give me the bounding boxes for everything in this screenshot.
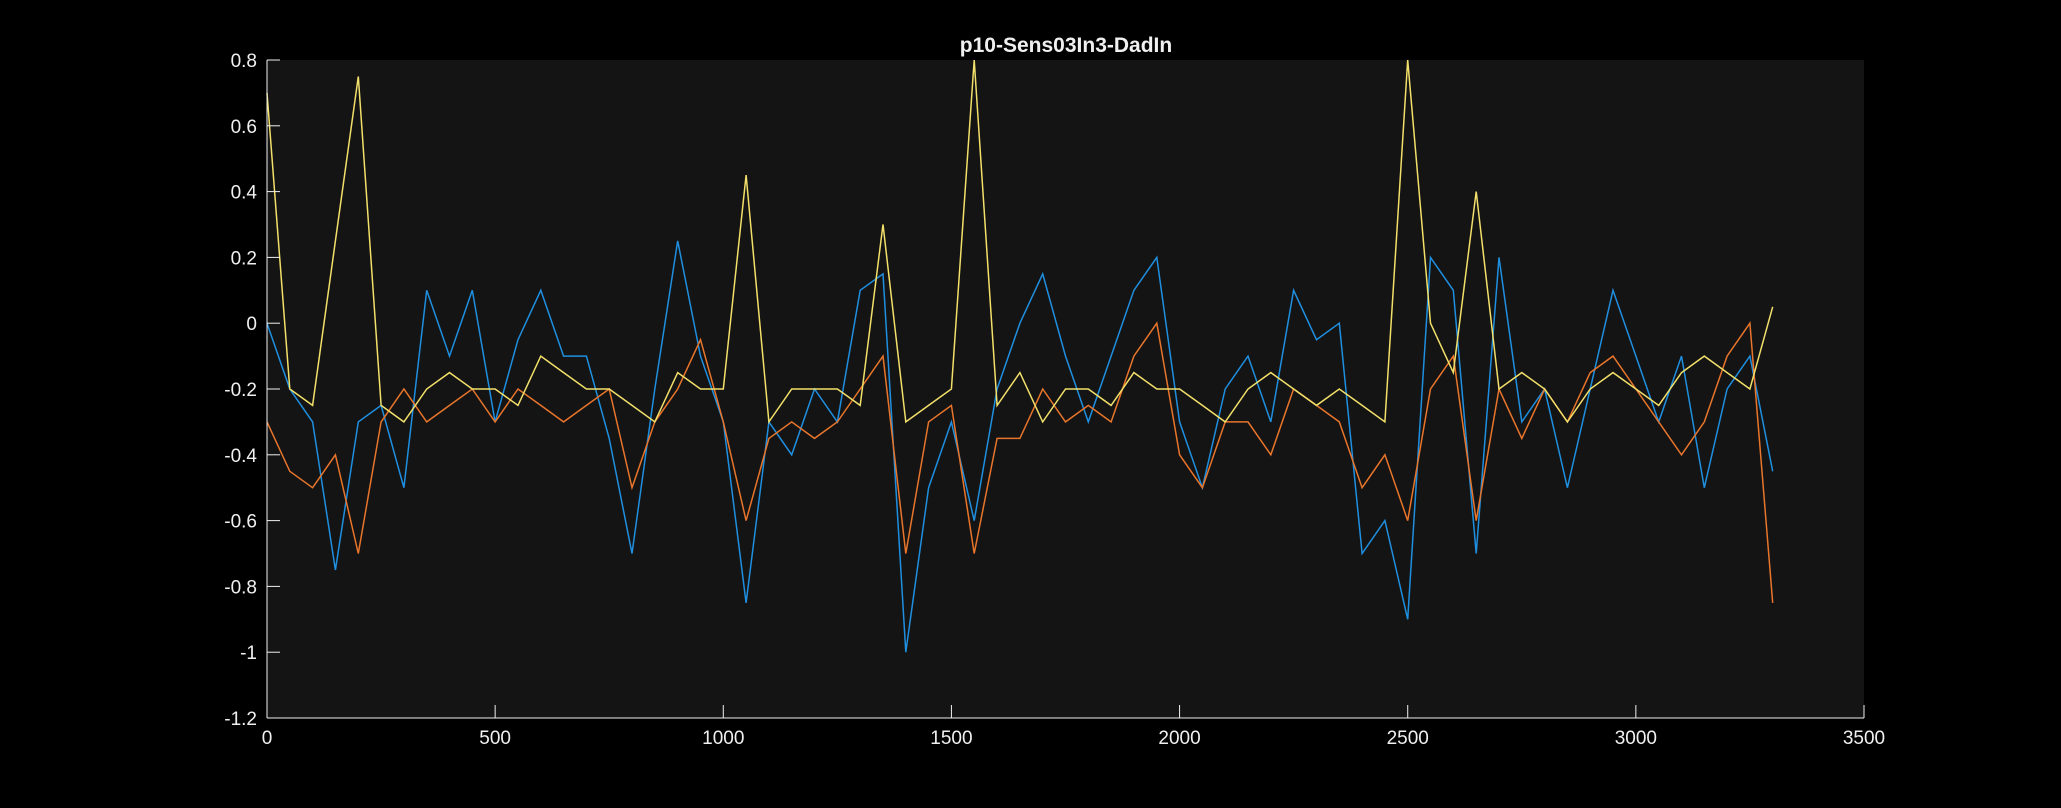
y-tick-label: -0.4 (224, 446, 257, 467)
x-tick-label: 3500 (1843, 728, 1885, 749)
chart-title: p10-Sens03In3-DadIn (960, 34, 1172, 57)
x-tick-label: 500 (479, 728, 511, 749)
y-tick-label: 0.8 (231, 51, 257, 72)
y-tick-label: -1.2 (224, 709, 257, 730)
y-tick-label: 0 (246, 314, 257, 335)
y-tick-label: 0.2 (231, 248, 257, 269)
y-tick-label: -0.2 (224, 380, 257, 401)
x-tick-label: 2000 (1158, 728, 1200, 749)
y-tick-label: -1 (240, 643, 257, 664)
x-tick-label: 0 (262, 728, 273, 749)
x-tick-label: 1500 (930, 728, 972, 749)
data-line (266, 321, 1774, 603)
y-tick-label: 0.4 (231, 183, 258, 204)
y-tick-label: -0.6 (224, 512, 257, 533)
data-line (266, 240, 1774, 653)
y-tick-label: 0.6 (231, 117, 257, 138)
y-tick-label: -0.8 (224, 577, 257, 598)
x-tick-label: 1000 (702, 728, 744, 749)
x-tick-label: 3000 (1615, 728, 1657, 749)
data-line (266, 59, 1774, 425)
x-tick-label: 2500 (1387, 728, 1429, 749)
